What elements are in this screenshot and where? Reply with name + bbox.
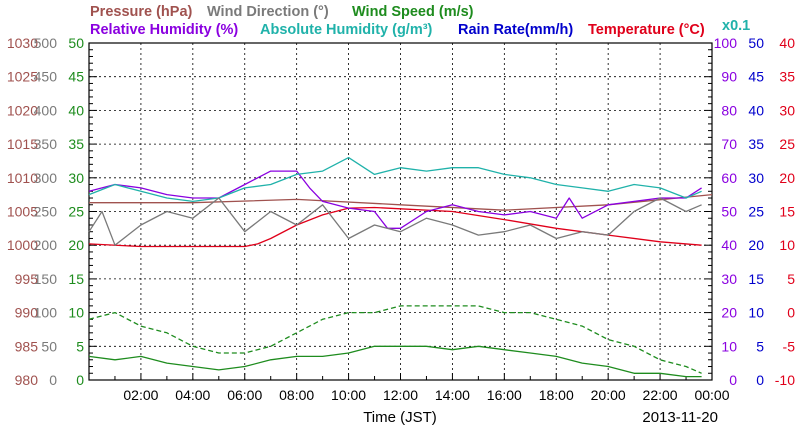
- x-tick-label: 10:00: [331, 387, 366, 403]
- y-tick-label-relative-humidity: 70: [721, 136, 737, 152]
- y-tick-label-wind-direction: 0: [49, 372, 57, 388]
- y-tick-label-rain-rate: 5: [756, 338, 764, 354]
- y-tick-label-wind-speed: 5: [76, 338, 84, 354]
- x-tick-label: 04:00: [175, 387, 210, 403]
- y-tick-label-temperature: 20: [779, 170, 795, 186]
- y-tick-label-wind-speed: 50: [68, 35, 84, 51]
- y-tick-label-wind-speed: 45: [68, 69, 84, 85]
- y-tick-label-temperature: 35: [779, 69, 795, 85]
- y-tick-label-wind-speed: 15: [68, 271, 84, 287]
- y-tick-label-pressure: 1000: [7, 237, 38, 253]
- y-tick-label-wind-speed: 30: [68, 170, 84, 186]
- y-tick-label-pressure: 980: [15, 372, 39, 388]
- y-tick-label-pressure: 985: [15, 338, 39, 354]
- series-absolute-humidity: [88, 156, 702, 203]
- y-tick-label-pressure: 1015: [7, 136, 38, 152]
- series-temperature: [88, 206, 702, 248]
- y-tick-label-temperature: 5: [787, 271, 795, 287]
- title-pressure: Pressure (hPa): [90, 4, 193, 20]
- y-tick-label-temperature: 30: [779, 102, 795, 118]
- y-tick-label-wind-direction: 350: [34, 136, 58, 152]
- grid: [89, 43, 712, 380]
- y-tick-label-rain-rate: 20: [748, 237, 764, 253]
- y-tick-label-pressure: 1020: [7, 102, 38, 118]
- x-tick-label: 14:00: [435, 387, 470, 403]
- title-wind-direction: Wind Direction (°): [207, 4, 329, 20]
- title-wind-speed: Wind Speed (m/s): [352, 4, 474, 20]
- y-axis-ticks: 1030102510201015101010051000995990985980…: [7, 35, 795, 388]
- y-tick-label-wind-speed: 10: [68, 305, 84, 321]
- y-tick-label-pressure: 1005: [7, 204, 38, 220]
- title-temperature: Temperature (°C): [588, 22, 705, 38]
- y-tick-label-wind-direction: 100: [34, 305, 58, 321]
- x-tick-label: 18:00: [539, 387, 574, 403]
- series-wind-direction: [88, 197, 702, 246]
- y-tick-label-pressure: 1010: [7, 170, 38, 186]
- series-lines: [88, 156, 713, 378]
- y-tick-label-rain-rate: 40: [748, 102, 764, 118]
- y-tick-label-temperature: 10: [779, 237, 795, 253]
- y-tick-label-relative-humidity: 20: [721, 305, 737, 321]
- y-tick-label-wind-speed: 35: [68, 136, 84, 152]
- y-tick-label-wind-direction: 300: [34, 170, 58, 186]
- y-tick-label-pressure: 990: [15, 305, 39, 321]
- y-tick-label-rain-rate: 10: [748, 305, 764, 321]
- x-tick-label: 08:00: [279, 387, 314, 403]
- x-tick-label: 22:00: [643, 387, 678, 403]
- y-tick-label-wind-direction: 400: [34, 102, 58, 118]
- y-tick-label-relative-humidity: 80: [721, 102, 737, 118]
- x-tick-label: 06:00: [227, 387, 262, 403]
- y-tick-label-relative-humidity: 60: [721, 170, 737, 186]
- series-wind-speed-mean: [88, 345, 702, 378]
- y-tick-label-wind-direction: 500: [34, 35, 58, 51]
- x-tick-label: 12:00: [383, 387, 418, 403]
- y-tick-label-temperature: -5: [783, 338, 796, 354]
- y-tick-label-rain-rate: 0: [756, 372, 764, 388]
- x-tick-label: 00:00: [694, 387, 729, 403]
- title-absolute-humidity: Absolute Humidity (g/m³): [260, 22, 433, 38]
- y-tick-label-relative-humidity: 40: [721, 237, 737, 253]
- y-tick-label-relative-humidity: 30: [721, 271, 737, 287]
- chart-date: 2013-11-20: [642, 409, 718, 426]
- y-tick-label-temperature: 15: [779, 204, 795, 220]
- y-tick-label-pressure: 995: [15, 271, 39, 287]
- y-tick-label-rain-rate: 15: [748, 271, 764, 287]
- y-tick-label-rain-rate: 25: [748, 204, 764, 220]
- y-tick-label-wind-speed: 20: [68, 237, 84, 253]
- y-tick-label-wind-direction: 450: [34, 69, 58, 85]
- y-tick-label-rain-rate: 50: [748, 35, 764, 51]
- y-tick-label-rain-rate: 35: [748, 136, 764, 152]
- y-tick-label-pressure: 1025: [7, 69, 38, 85]
- y-tick-label-relative-humidity: 90: [721, 69, 737, 85]
- y-tick-label-wind-speed: 25: [68, 204, 84, 220]
- y-tick-label-temperature: 40: [779, 35, 795, 51]
- x-tick-label: 16:00: [487, 387, 522, 403]
- x-axis-ticks: 02:00 04:00 06:00 08:00 10:00 12:00 14:00 16:00…: [114, 373, 730, 403]
- x-tick-label: 02:00: [123, 387, 158, 403]
- title-scale-note: x0.1: [722, 18, 750, 34]
- y-tick-label-relative-humidity: 100: [714, 35, 738, 51]
- x-tick-label: 20:00: [591, 387, 626, 403]
- y-tick-label-temperature: -10: [775, 372, 795, 388]
- title-rain-rate: Rain Rate(mm/h): [458, 22, 573, 38]
- y-tick-label-relative-humidity: 10: [721, 338, 737, 354]
- y-tick-label-wind-speed: 40: [68, 102, 84, 118]
- y-tick-label-temperature: 0: [787, 305, 795, 321]
- y-tick-label-relative-humidity: 50: [721, 204, 737, 220]
- title-relative-humidity: Relative Humidity (%): [90, 22, 238, 38]
- y-tick-label-wind-direction: 200: [34, 237, 58, 253]
- y-tick-label-wind-direction: 50: [41, 338, 57, 354]
- series-wind-speed-gust: [88, 305, 702, 374]
- y-tick-label-wind-speed: 0: [76, 372, 84, 388]
- y-tick-label-rain-rate: 45: [748, 69, 764, 85]
- y-tick-label-rain-rate: 30: [748, 170, 764, 186]
- x-axis-label: Time (JST): [363, 409, 437, 426]
- y-tick-label-pressure: 1030: [7, 35, 38, 51]
- y-tick-label-temperature: 25: [779, 136, 795, 152]
- y-tick-label-wind-direction: 250: [34, 204, 58, 220]
- y-tick-label-wind-direction: 150: [34, 271, 58, 287]
- y-tick-label-relative-humidity: 0: [729, 372, 737, 388]
